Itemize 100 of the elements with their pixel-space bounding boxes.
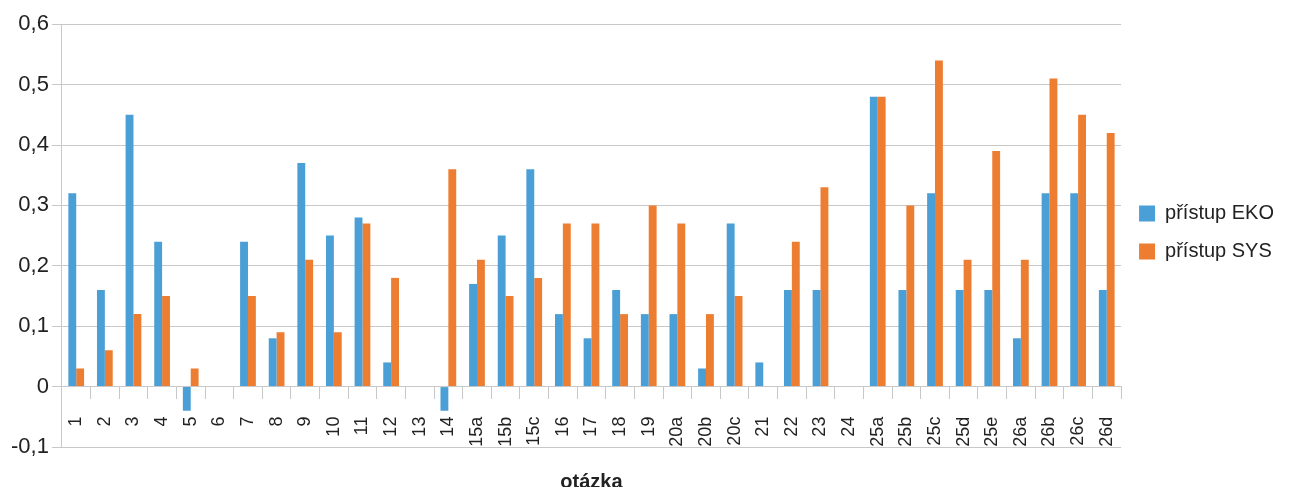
x-tick-label: 2 [93, 416, 114, 427]
bar [1020, 259, 1029, 387]
x-tick-label: 20c [723, 416, 744, 446]
legend-label: přístup SYS [1165, 239, 1272, 262]
x-tick-label: 26b [1038, 416, 1059, 447]
x-tick-label: 24 [838, 416, 859, 437]
bar [591, 223, 600, 387]
bar [669, 314, 678, 387]
y-tick-label: 0,1 [18, 312, 49, 338]
y-tick-label: 0,4 [18, 131, 49, 157]
bar [612, 289, 621, 387]
x-tick-label: 25b [895, 416, 916, 447]
bar [469, 283, 477, 387]
y-tick-label: -0,1 [10, 433, 49, 459]
bar [1106, 132, 1115, 387]
bar [362, 223, 371, 387]
x-tick-label: 21 [752, 416, 773, 437]
bar [992, 151, 1001, 387]
bar [104, 350, 113, 387]
bar [820, 187, 829, 387]
x-tick-label: 12 [380, 416, 401, 437]
x-tick-label: 7 [236, 416, 257, 427]
bar [648, 205, 657, 387]
x-tick-label: 4 [151, 416, 172, 427]
bar [268, 338, 277, 387]
bar [305, 259, 314, 387]
bar [190, 368, 199, 387]
bar [698, 368, 706, 387]
x-tick-label: 13 [408, 416, 429, 437]
bar [554, 314, 563, 387]
bar [562, 223, 571, 387]
x-tick-label: 20a [666, 415, 687, 447]
bar [333, 332, 342, 387]
bar [448, 169, 457, 387]
y-tick-label: 0,3 [18, 191, 49, 217]
x-tick-label: 16 [551, 416, 572, 437]
bar [96, 289, 105, 387]
x-tick-label: 25a [866, 415, 887, 447]
bar [705, 314, 714, 387]
x-tick-label: 25c [923, 416, 944, 446]
x-tick-label: 25d [952, 416, 973, 447]
x-tick-label: 10 [322, 416, 343, 437]
x-tick-label: 3 [122, 416, 143, 427]
bar [476, 259, 485, 387]
bar [726, 223, 735, 387]
x-tick-label: 20b [694, 416, 715, 447]
bar [1041, 193, 1050, 387]
legend-label: přístup EKO [1165, 201, 1274, 224]
bar [247, 296, 256, 387]
y-tick-label: 0 [36, 372, 49, 398]
bar [297, 163, 306, 387]
x-tick-label: 14 [437, 416, 458, 437]
bar [325, 235, 334, 387]
bar [935, 60, 943, 387]
bar [383, 362, 392, 387]
bar [677, 223, 686, 387]
bar [898, 289, 907, 387]
x-tick-label: 26a [1009, 415, 1030, 447]
bar [534, 277, 543, 387]
x-tick-label: 15c [523, 416, 544, 446]
x-tick-label: 26d [1095, 416, 1116, 447]
x-tick-label: 26c [1067, 416, 1088, 446]
bar [133, 314, 142, 387]
bar [755, 362, 764, 387]
x-tick-label: 25e [981, 416, 1002, 447]
bar [76, 368, 85, 387]
bar [791, 241, 800, 387]
bar [955, 289, 964, 387]
x-tick-label: 6 [208, 416, 229, 427]
bar [869, 96, 878, 387]
bar [440, 387, 449, 411]
bar [162, 296, 170, 387]
bar [391, 277, 399, 387]
bar [784, 289, 792, 387]
x-tick-label: 23 [809, 416, 830, 437]
x-tick-label: 11 [351, 416, 372, 436]
x-tick-label: 9 [294, 416, 315, 427]
y-tick-label: 0,2 [18, 251, 49, 277]
bar [984, 289, 993, 387]
bar [877, 96, 886, 387]
bar [154, 241, 163, 387]
x-tick-label: 15b [494, 416, 515, 447]
bar [526, 169, 535, 387]
bar [640, 314, 649, 387]
bar [497, 235, 506, 387]
x-tick-label: 8 [265, 416, 286, 427]
x-tick-label: 1 [65, 416, 86, 427]
bar [1013, 338, 1021, 387]
x-tick-label: 18 [609, 416, 630, 437]
bar [906, 205, 915, 387]
y-tick-label: 0,6 [18, 10, 49, 36]
bar [620, 314, 628, 387]
x-tick-label: 15a [465, 415, 486, 447]
bar [1070, 193, 1079, 387]
bar [68, 193, 77, 387]
bar [1098, 289, 1107, 387]
bar [240, 241, 248, 387]
y-tick-label: 0,5 [18, 70, 49, 96]
x-tick-label: 22 [780, 416, 801, 437]
bar [1078, 114, 1086, 387]
